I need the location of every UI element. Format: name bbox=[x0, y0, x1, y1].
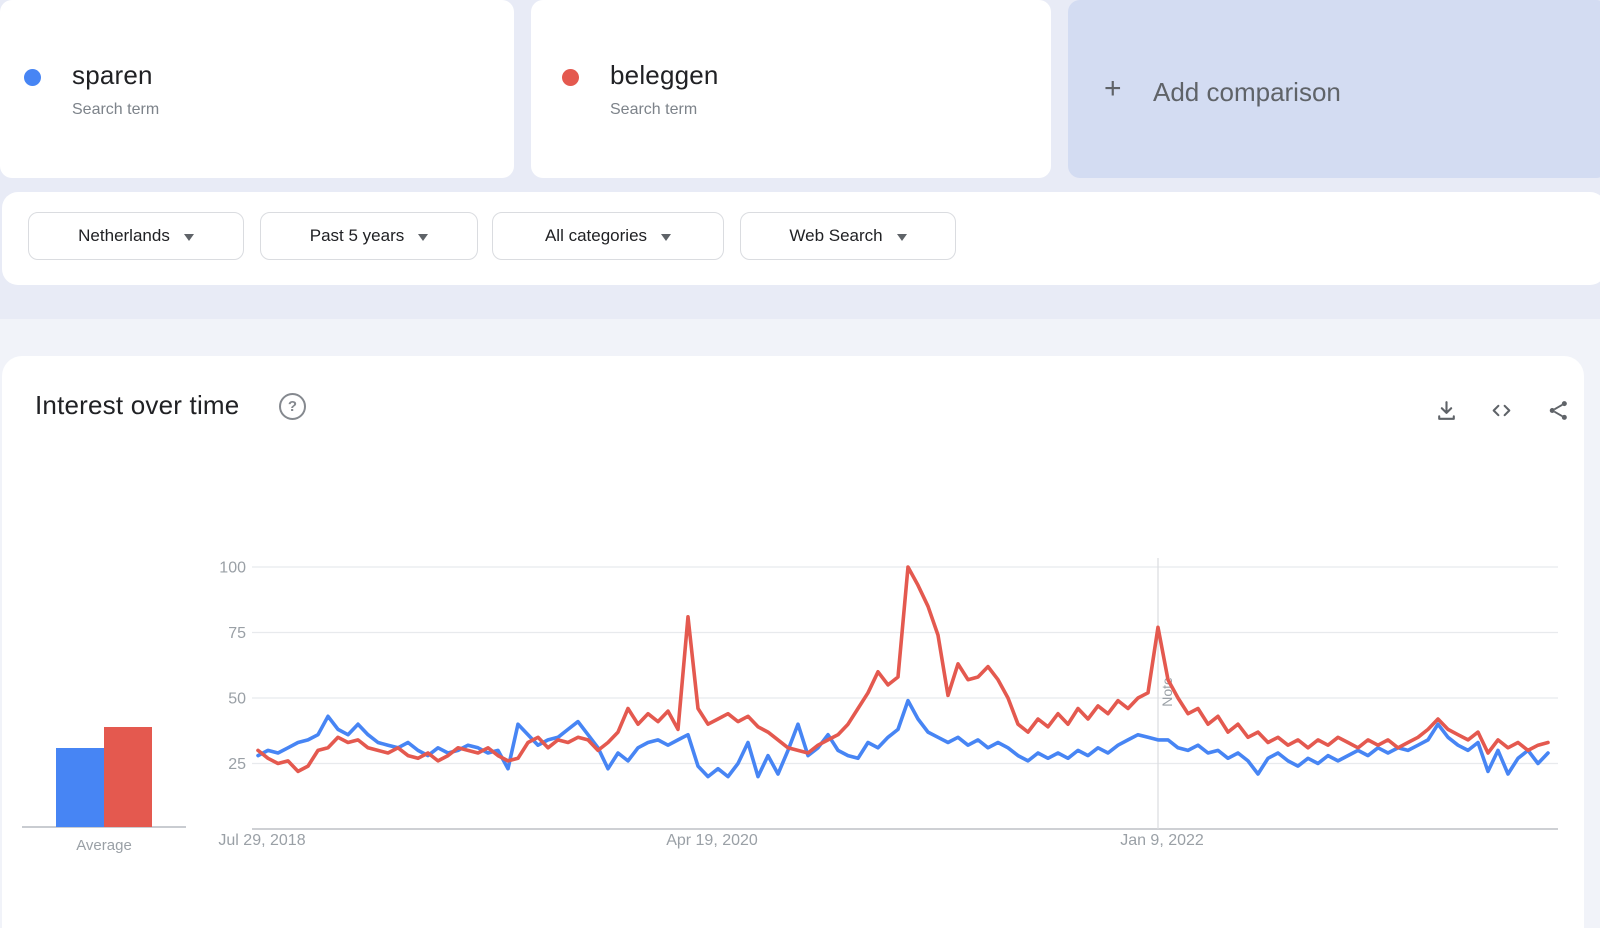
region-filter-label: Netherlands bbox=[78, 226, 170, 245]
chevron-down-icon bbox=[896, 233, 907, 241]
sparen-term-type: Search term bbox=[72, 101, 160, 118]
filter-bar: Netherlands Past 5 years All categories … bbox=[2, 192, 1600, 285]
embed-button[interactable] bbox=[1483, 392, 1519, 428]
y-tick-label-75: 75 bbox=[228, 625, 246, 642]
series-line-sparen bbox=[256, 698, 1550, 779]
interest-over-time-card: Interest over time ? Average bbox=[2, 356, 1584, 928]
add-comparison-card[interactable]: + Add comparison bbox=[1068, 0, 1600, 178]
search-type-filter[interactable]: Web Search bbox=[740, 212, 956, 260]
plus-icon: + bbox=[1104, 72, 1122, 105]
average-label: Average bbox=[76, 837, 132, 854]
y-tick-label-50: 50 bbox=[228, 691, 246, 708]
sparen-color-dot bbox=[24, 69, 41, 86]
beleggen-term-label: beleggen bbox=[610, 60, 719, 90]
category-filter-label: All categories bbox=[544, 226, 648, 245]
help-glyph: ? bbox=[287, 398, 298, 415]
chevron-down-icon bbox=[183, 233, 194, 241]
x-axis-label: Apr 19, 2020 bbox=[666, 832, 758, 849]
search-term-card-sparen[interactable]: sparen Search term bbox=[0, 0, 514, 178]
chart-title: Interest over time bbox=[35, 390, 240, 420]
y-tick-label-25: 25 bbox=[228, 756, 246, 773]
download-button[interactable] bbox=[1428, 392, 1464, 428]
average-axis-line bbox=[22, 826, 186, 828]
average-bar-beleggen bbox=[104, 727, 152, 827]
x-axis-label: Jan 9, 2022 bbox=[1120, 832, 1204, 849]
search-type-filter-label: Web Search bbox=[789, 226, 883, 245]
series-line-beleggen bbox=[256, 565, 1550, 774]
category-filter[interactable]: All categories bbox=[492, 212, 724, 260]
beleggen-color-dot bbox=[562, 69, 579, 86]
chevron-down-icon bbox=[661, 233, 672, 241]
add-comparison-label: Add comparison bbox=[1153, 77, 1341, 107]
share-button[interactable] bbox=[1540, 392, 1576, 428]
region-filter[interactable]: Netherlands bbox=[28, 212, 244, 260]
time-range-filter[interactable]: Past 5 years bbox=[260, 212, 478, 260]
average-mini-chart: Average bbox=[22, 700, 186, 854]
code-icon bbox=[1492, 404, 1510, 416]
x-axis-label: Jul 29, 2018 bbox=[218, 832, 305, 849]
share-icon bbox=[1549, 400, 1567, 420]
chevron-down-icon bbox=[418, 233, 429, 241]
y-tick-label-100: 100 bbox=[219, 560, 246, 577]
sparen-term-label: sparen bbox=[72, 60, 153, 90]
search-term-card-beleggen[interactable]: beleggen Search term bbox=[531, 0, 1051, 178]
help-icon[interactable]: ? bbox=[279, 393, 306, 420]
average-bars bbox=[22, 700, 186, 828]
download-icon bbox=[1437, 400, 1455, 420]
time-range-filter-label: Past 5 years bbox=[309, 226, 405, 245]
average-bar-sparen bbox=[56, 748, 104, 827]
beleggen-term-type: Search term bbox=[610, 101, 698, 118]
